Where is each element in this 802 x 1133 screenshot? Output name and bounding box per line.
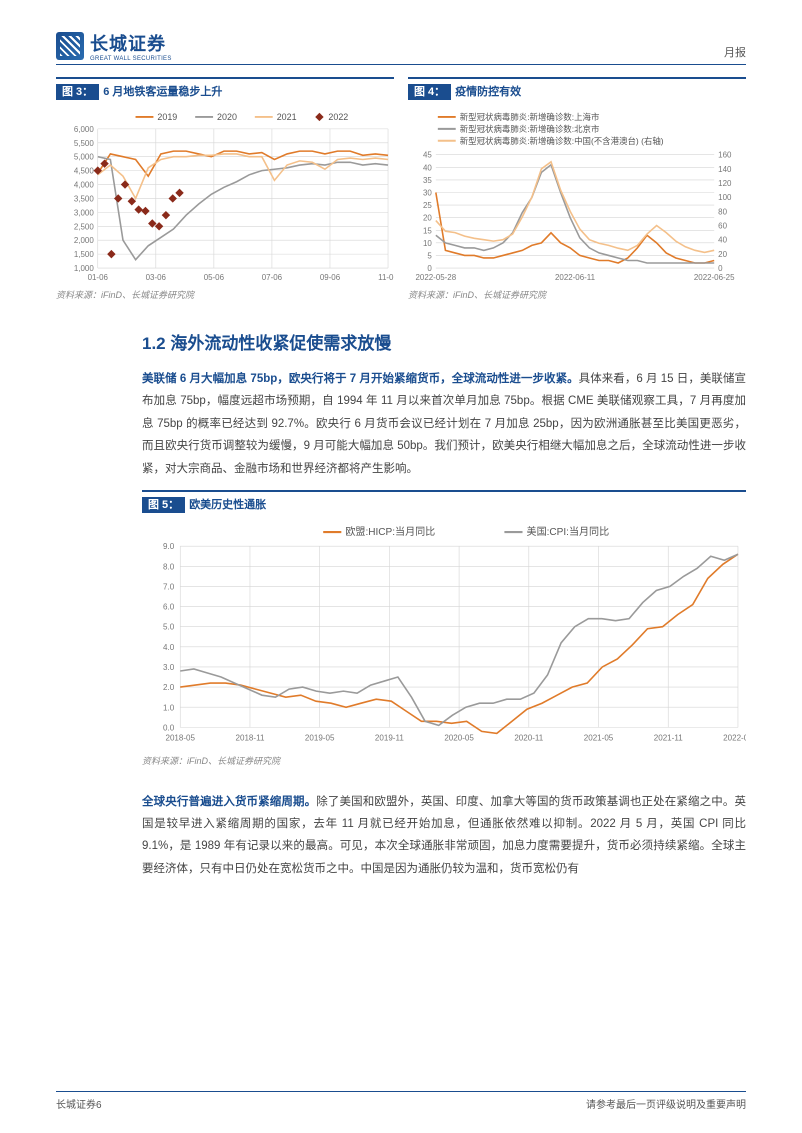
svg-text:120: 120 [718,179,732,188]
svg-text:1.0: 1.0 [163,703,175,712]
svg-text:1,500: 1,500 [74,250,94,259]
svg-text:07-06: 07-06 [262,273,283,282]
fig5-source: 资料来源：iFinD、长城证券研究院 [142,754,746,767]
footer-left: 长城证券6 [56,1096,102,1111]
svg-text:20: 20 [718,250,727,259]
svg-text:3,500: 3,500 [74,194,94,203]
svg-text:0.0: 0.0 [163,723,175,732]
svg-text:10: 10 [423,239,432,248]
logo-text-cn: 长城证券 [90,30,172,56]
para2-lead: 全球央行普遍进入货币紧缩周期。 [142,796,316,808]
fig3-caption: 6 月地铁客运量稳步上升 [99,86,222,98]
svg-text:3,000: 3,000 [74,208,94,217]
svg-text:5,000: 5,000 [74,153,94,162]
svg-text:35: 35 [423,176,432,185]
svg-text:2019-05: 2019-05 [305,734,335,743]
svg-text:2022: 2022 [328,112,348,122]
svg-text:0: 0 [427,264,432,273]
svg-text:6.0: 6.0 [163,603,175,612]
svg-text:7.0: 7.0 [163,583,175,592]
svg-text:2021-11: 2021-11 [654,734,683,743]
svg-text:2018-05: 2018-05 [165,734,195,743]
para1-lead: 美联储 6 月大幅加息 75bp，欧央行将于 7 月开始紧缩货币，全球流动性进一… [142,373,579,385]
figure-5: 图 5：欧美历史性通胀 欧盟:HICP:当月同比 美国:CPI:当月同比 0.0 1… [142,490,746,767]
svg-text:0: 0 [718,264,723,273]
svg-text:160: 160 [718,151,732,160]
svg-text:8.0: 8.0 [163,562,175,571]
logo-mark-icon [56,32,84,60]
svg-text:2,000: 2,000 [74,236,94,245]
fig5-label: 图 5： [142,497,185,513]
section-1-2-title: 1.2 海外流动性收紧促使需求放慢 [142,329,746,354]
svg-text:45: 45 [423,151,432,160]
svg-text:2022-06-25: 2022-06-25 [694,273,735,282]
svg-text:100: 100 [718,193,732,202]
svg-text:4,000: 4,000 [74,181,94,190]
svg-text:2022-05: 2022-05 [723,734,746,743]
svg-text:美国:CPI:当月同比: 美国:CPI:当月同比 [527,525,610,538]
svg-text:5.0: 5.0 [163,623,175,632]
svg-text:2022-05-28: 2022-05-28 [416,273,457,282]
fig3-source: 资料来源：iFinD、长城证券研究院 [56,288,394,301]
svg-text:2022-06-11: 2022-06-11 [555,273,596,282]
svg-text:80: 80 [718,207,727,216]
page-footer: 长城证券6 请参考最后一页评级说明及重要声明 [56,1091,746,1111]
svg-text:3.0: 3.0 [163,663,175,672]
svg-text:140: 140 [718,165,732,174]
svg-text:新型冠状病毒肺炎:新增确诊数:中国(不含港澳台) (右轴): 新型冠状病毒肺炎:新增确诊数:中国(不含港澳台) (右轴) [460,136,664,146]
svg-text:20: 20 [423,214,432,223]
svg-text:2020-05: 2020-05 [444,734,474,743]
svg-text:2021: 2021 [277,112,297,122]
logo-text-en: GREAT WALL SECURITIES [90,56,172,62]
svg-text:2,500: 2,500 [74,222,94,231]
report-type: 月报 [724,44,746,60]
svg-text:5,500: 5,500 [74,139,94,148]
svg-text:2.0: 2.0 [163,683,175,692]
figure-3: 图 3：6 月地铁客运量稳步上升 2019 2020 2021 2022 1,0… [56,77,394,301]
svg-text:09-06: 09-06 [320,273,341,282]
fig4-chart: 新型冠状病毒肺炎:新增确诊数:上海市新型冠状病毒肺炎:新增确诊数:北京市新型冠状… [408,107,746,286]
svg-text:15: 15 [423,226,432,235]
svg-text:1,000: 1,000 [74,264,94,273]
svg-text:4.0: 4.0 [163,643,175,652]
svg-text:05-06: 05-06 [204,273,225,282]
logo: 长城证券 GREAT WALL SECURITIES [56,30,172,62]
svg-text:新型冠状病毒肺炎:新增确诊数:上海市: 新型冠状病毒肺炎:新增确诊数:上海市 [460,112,600,122]
paragraph-2: 全球央行普遍进入货币紧缩周期。除了美国和欧盟外，英国、印度、加拿大等国的货币政策… [142,791,746,881]
fig3-chart: 2019 2020 2021 2022 1,000 1,500 2,000 2,500… [56,107,394,286]
svg-text:11-06: 11-06 [378,273,394,282]
fig4-label: 图 4： [408,84,451,100]
svg-text:新型冠状病毒肺炎:新增确诊数:北京市: 新型冠状病毒肺炎:新增确诊数:北京市 [460,124,600,134]
fig5-caption: 欧美历史性通胀 [185,499,266,511]
svg-text:2020-11: 2020-11 [514,734,543,743]
svg-text:2021-05: 2021-05 [584,734,614,743]
para1-body: 具体来看，6 月 15 日，美联储宣布加息 75bp，幅度远超市场预期，自 19… [142,373,746,475]
svg-text:25: 25 [423,201,432,210]
svg-text:2018-11: 2018-11 [235,734,264,743]
svg-text:40: 40 [423,163,432,172]
svg-text:60: 60 [718,222,727,231]
fig5-chart: 欧盟:HICP:当月同比 美国:CPI:当月同比 0.0 1.0 2.0 3.0 4.0 5… [142,520,746,752]
svg-text:5: 5 [427,251,432,260]
svg-text:2020: 2020 [217,112,237,122]
figure-4: 图 4：疫情防控有效 新型冠状病毒肺炎:新增确诊数:上海市新型冠状病毒肺炎:新增… [408,77,746,301]
svg-text:2019-11: 2019-11 [375,734,404,743]
footer-right: 请参考最后一页评级说明及重要声明 [586,1096,746,1111]
fig4-source: 资料来源：iFinD、长城证券研究院 [408,288,746,301]
page-header: 长城证券 GREAT WALL SECURITIES 月报 [56,30,746,65]
svg-text:01-06: 01-06 [88,273,109,282]
svg-text:40: 40 [718,236,727,245]
paragraph-1: 美联储 6 月大幅加息 75bp，欧央行将于 7 月开始紧缩货币，全球流动性进一… [142,368,746,480]
svg-text:欧盟:HICP:当月同比: 欧盟:HICP:当月同比 [345,525,435,538]
svg-text:30: 30 [423,188,432,197]
svg-text:4,500: 4,500 [74,167,94,176]
fig4-caption: 疫情防控有效 [451,86,521,98]
svg-text:6,000: 6,000 [74,125,94,134]
fig3-label: 图 3： [56,84,99,100]
svg-text:9.0: 9.0 [163,542,175,551]
svg-text:03-06: 03-06 [146,273,167,282]
svg-text:2019: 2019 [157,112,177,122]
